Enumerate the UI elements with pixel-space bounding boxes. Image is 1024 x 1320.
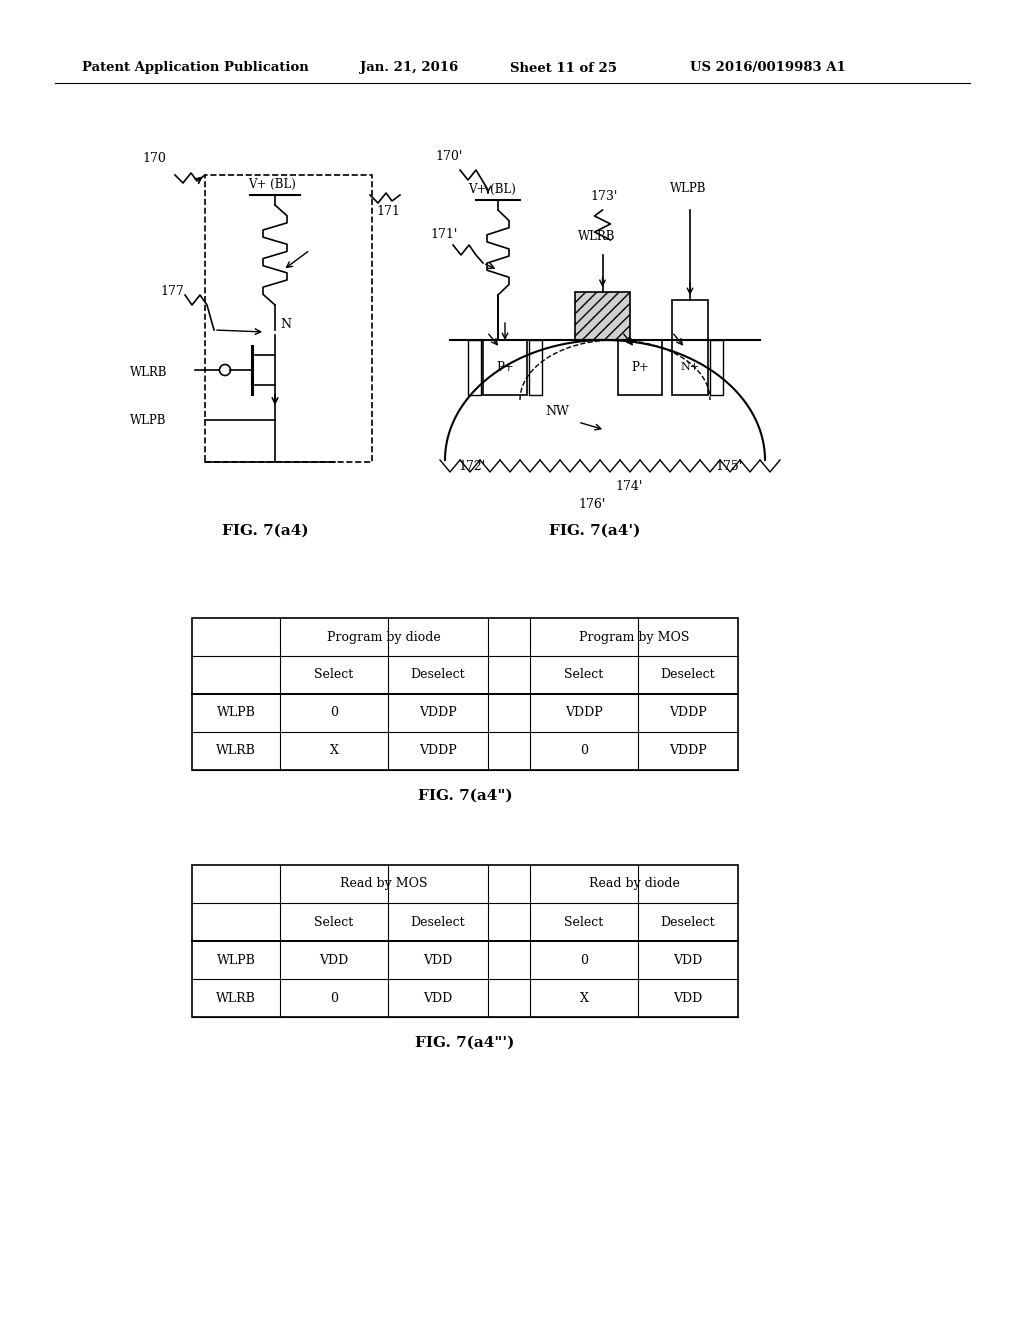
Text: P+: P+ xyxy=(496,360,514,374)
Text: Deselect: Deselect xyxy=(411,916,465,928)
Text: Read by diode: Read by diode xyxy=(589,878,680,891)
Text: Program by diode: Program by diode xyxy=(327,631,441,644)
Text: Sheet 11 of 25: Sheet 11 of 25 xyxy=(510,62,617,74)
Text: FIG. 7(a4"): FIG. 7(a4") xyxy=(418,789,512,803)
Text: 0: 0 xyxy=(330,706,338,719)
Text: Deselect: Deselect xyxy=(660,916,716,928)
Bar xyxy=(618,341,662,395)
Bar xyxy=(710,341,723,395)
Text: 174': 174' xyxy=(615,480,642,492)
Text: VDDP: VDDP xyxy=(565,706,603,719)
Text: P+: P+ xyxy=(631,360,649,374)
Text: Select: Select xyxy=(564,916,603,928)
Text: WLRB: WLRB xyxy=(130,367,168,380)
Text: N: N xyxy=(280,318,291,331)
Text: WLRB: WLRB xyxy=(578,230,615,243)
Text: Select: Select xyxy=(314,916,353,928)
Text: Jan. 21, 2016: Jan. 21, 2016 xyxy=(360,62,459,74)
Text: 173': 173' xyxy=(590,190,617,203)
Text: VDD: VDD xyxy=(674,991,702,1005)
Text: 171': 171' xyxy=(430,228,458,242)
Bar xyxy=(193,865,738,1016)
Text: NW: NW xyxy=(545,405,569,418)
Text: FIG. 7(a4'): FIG. 7(a4') xyxy=(549,524,641,539)
Text: VDDP: VDDP xyxy=(669,744,707,758)
Text: VDD: VDD xyxy=(423,991,453,1005)
Text: Deselect: Deselect xyxy=(411,668,465,681)
Text: 0: 0 xyxy=(580,744,588,758)
Text: 175': 175' xyxy=(715,459,742,473)
Text: VDD: VDD xyxy=(674,953,702,966)
Text: V+ (BL): V+ (BL) xyxy=(468,183,516,195)
Text: Deselect: Deselect xyxy=(660,668,716,681)
Text: 171: 171 xyxy=(376,205,400,218)
Text: 172': 172' xyxy=(458,459,485,473)
Text: N+: N+ xyxy=(680,363,699,372)
Text: Select: Select xyxy=(564,668,603,681)
Text: 170': 170' xyxy=(435,150,463,162)
Text: 176': 176' xyxy=(578,498,605,511)
Text: WLPB: WLPB xyxy=(670,182,707,195)
Text: X: X xyxy=(580,991,589,1005)
Text: WLRB: WLRB xyxy=(216,991,256,1005)
Text: WLPB: WLPB xyxy=(130,413,167,426)
Text: Select: Select xyxy=(314,668,353,681)
Bar xyxy=(193,618,738,770)
Bar xyxy=(483,341,527,395)
Text: VDD: VDD xyxy=(319,953,348,966)
Text: Read by MOS: Read by MOS xyxy=(340,878,428,891)
Text: WLPB: WLPB xyxy=(216,706,255,719)
Text: 177: 177 xyxy=(160,285,183,298)
Text: 0: 0 xyxy=(580,953,588,966)
Bar xyxy=(529,341,542,395)
Text: 0: 0 xyxy=(330,991,338,1005)
Text: WLRB: WLRB xyxy=(216,744,256,758)
Text: VDDP: VDDP xyxy=(669,706,707,719)
Text: VDDP: VDDP xyxy=(419,744,457,758)
Text: WLPB: WLPB xyxy=(216,953,255,966)
Text: Program by MOS: Program by MOS xyxy=(579,631,689,644)
Bar xyxy=(672,300,708,341)
Text: FIG. 7(a4): FIG. 7(a4) xyxy=(221,524,308,539)
Bar xyxy=(468,341,481,395)
Bar xyxy=(575,292,630,341)
Text: Patent Application Publication: Patent Application Publication xyxy=(82,62,309,74)
Text: VDD: VDD xyxy=(423,953,453,966)
Bar xyxy=(672,341,708,395)
Text: V+ (BL): V+ (BL) xyxy=(248,178,296,191)
Text: FIG. 7(a4"'): FIG. 7(a4"') xyxy=(416,1036,515,1049)
Text: US 2016/0019983 A1: US 2016/0019983 A1 xyxy=(690,62,846,74)
Text: VDDP: VDDP xyxy=(419,706,457,719)
Bar xyxy=(205,176,372,462)
Text: X: X xyxy=(330,744,339,758)
Text: 170: 170 xyxy=(142,152,166,165)
